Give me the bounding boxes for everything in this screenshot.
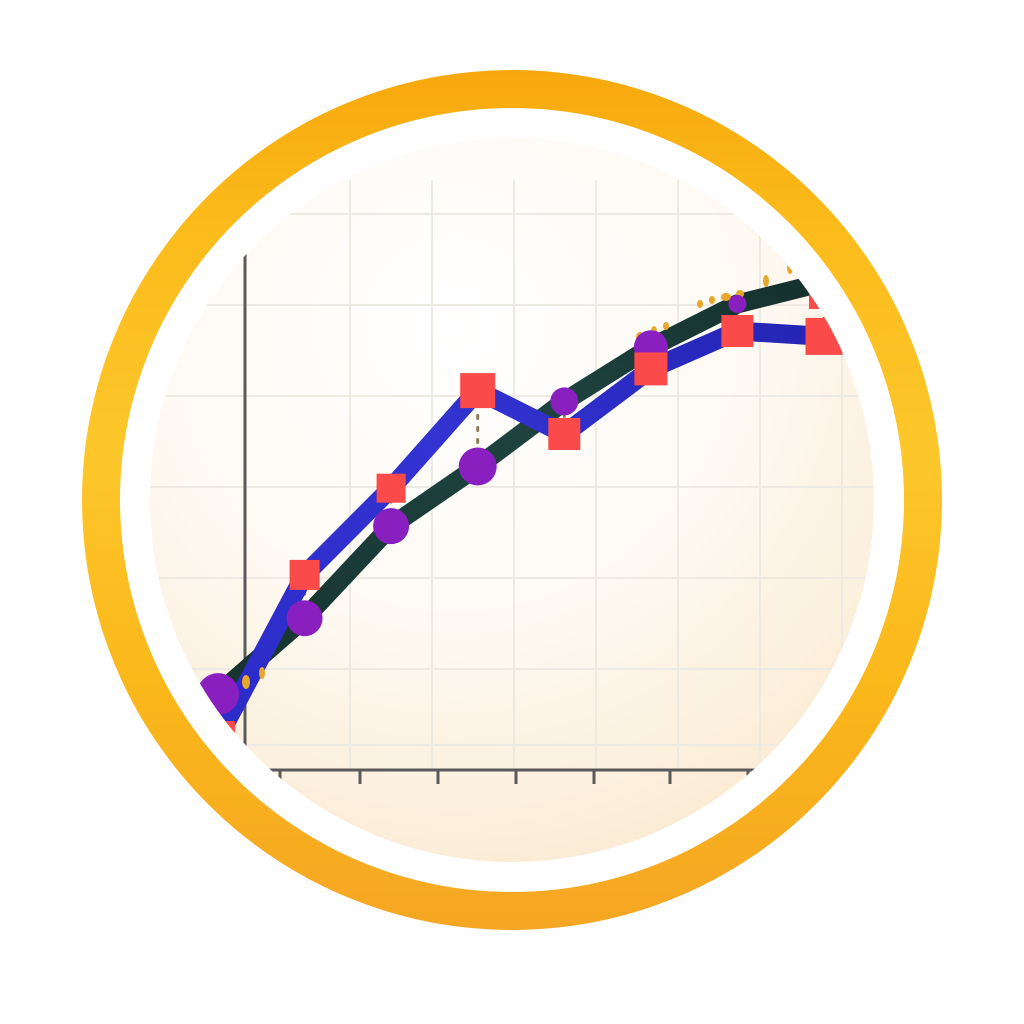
data-point-marker — [286, 600, 323, 637]
data-point-marker — [460, 373, 496, 409]
data-point-marker — [289, 559, 320, 590]
data-point-marker — [721, 315, 754, 347]
data-point-marker — [550, 387, 579, 416]
series-b-line — [208, 272, 834, 704]
badge-interior — [150, 138, 874, 862]
data-point-marker — [373, 508, 410, 545]
data-point-marker — [548, 418, 581, 450]
data-point-marker — [634, 352, 668, 386]
data-point-marker — [376, 473, 406, 503]
data-point-marker — [458, 447, 497, 486]
data-point-marker — [728, 294, 747, 313]
